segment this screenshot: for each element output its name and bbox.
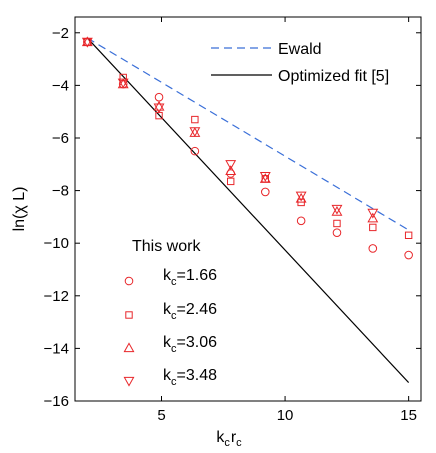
- data-point-triangle-down: [367, 208, 379, 219]
- ewald-line: [87, 37, 409, 231]
- legend-series-label-value: =2.46: [177, 301, 218, 318]
- x-axis-label-sub1: c: [224, 437, 230, 449]
- legend-marker-triangle-down: [123, 376, 135, 387]
- legend-series-label: kc=3.06: [163, 334, 217, 355]
- plot-frame: [74, 16, 422, 402]
- legend-series-label-sub: c: [171, 343, 177, 355]
- legend-series-label-main: k: [163, 267, 172, 284]
- x-tick-label: 15: [400, 407, 417, 424]
- x-tick-label: 5: [157, 407, 165, 424]
- legend-series-label-main: k: [163, 367, 172, 384]
- data-point-circle: [261, 187, 270, 197]
- legend-marker-triangle-up: [123, 342, 135, 353]
- data-point-triangle-down: [295, 191, 307, 202]
- data-point-circle: [332, 228, 342, 237]
- legend-marker-circle: [124, 276, 134, 286]
- data-point-triangle-up: [259, 173, 271, 183]
- optimized-fit-line: [86, 37, 410, 383]
- legend-series-label-value: =1.66: [177, 267, 218, 284]
- legend-series-label-sub: c: [171, 376, 177, 388]
- axis-ticks: 5 10 15 −16 −14 −12 −10 −8 −6 −4 −2: [44, 17, 421, 424]
- x-axis-label-sub2: c: [236, 437, 242, 449]
- data-point-triangle-up: [367, 212, 379, 223]
- y-tick-label: −8: [52, 183, 69, 200]
- data-point-square: [191, 115, 199, 124]
- data-point-circle: [190, 146, 200, 156]
- y-tick-label: −6: [52, 130, 69, 147]
- legend-series-label: kc=3.48: [163, 367, 217, 388]
- data-point-circle: [154, 92, 164, 102]
- y-tick-label: −10: [44, 235, 69, 252]
- legend-series-label: kc=2.46: [163, 301, 217, 322]
- legend-optimized-fit: Optimized fit [5]: [211, 68, 389, 85]
- data-point-triangle-down: [153, 103, 165, 114]
- legend-ewald: Ewald: [211, 41, 322, 58]
- legend-series-label-main: k: [163, 334, 172, 351]
- data-point-triangle-up: [331, 206, 343, 216]
- data-point-triangle-down: [81, 37, 93, 48]
- data-point-triangle-up: [225, 165, 237, 176]
- legend-series-label-sub: c: [171, 276, 177, 288]
- data-point-circle: [368, 244, 378, 253]
- y-tick-label: −2: [52, 25, 69, 42]
- axes-box: [74, 16, 422, 402]
- plot-area: [81, 36, 413, 383]
- data-point-square: [404, 231, 413, 240]
- legend-series-label-main: k: [163, 301, 172, 318]
- data-point-triangle-down: [259, 171, 271, 182]
- data-point-triangle-up: [153, 100, 165, 111]
- data-point-triangle-down: [117, 78, 129, 89]
- data-point-circle: [404, 250, 413, 260]
- legend-series-label-value: =3.48: [177, 367, 218, 384]
- legend-marker-square: [125, 311, 133, 319]
- data-point-square: [119, 73, 127, 82]
- x-axis-label-main: k: [216, 429, 225, 446]
- y-tick-label: −16: [44, 393, 69, 410]
- data-point-circle: [296, 216, 306, 226]
- data-point-square: [227, 177, 235, 186]
- data-point-triangle-down: [331, 204, 343, 215]
- x-axis-label: kcrc: [216, 429, 242, 449]
- data-point-square: [333, 219, 341, 228]
- y-tick-label: −4: [52, 77, 69, 94]
- legend-optimized-fit-label: Optimized fit [5]: [278, 68, 389, 85]
- legend-series-label: kc=1.66: [163, 267, 217, 288]
- legend-series-label-value: =3.06: [177, 334, 218, 351]
- data-point-triangle-up: [295, 192, 307, 203]
- data-point-triangle-down: [189, 127, 201, 138]
- y-axis-label: ln(χ L): [11, 187, 28, 232]
- legend-title: This work: [132, 238, 201, 255]
- y-tick-label: −14: [44, 340, 69, 357]
- x-axis-label-mid: r: [231, 429, 237, 446]
- data-point-triangle-down: [225, 160, 237, 170]
- data-point-square: [369, 223, 377, 232]
- legend-ewald-label: Ewald: [278, 41, 322, 58]
- x-tick-label: 10: [277, 407, 294, 424]
- y-tick-label: −12: [44, 288, 69, 305]
- legend-series-label-sub: c: [171, 310, 177, 322]
